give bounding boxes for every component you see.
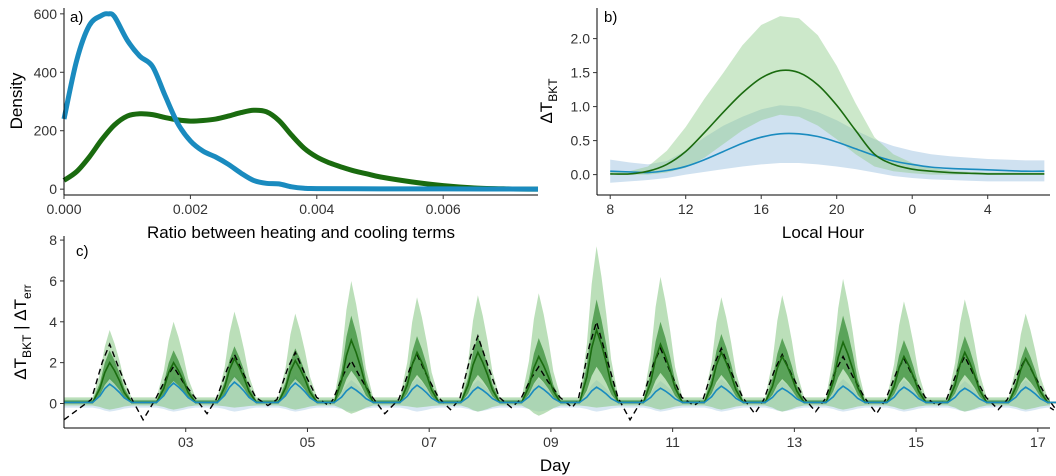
x-tick-label: 0.000 bbox=[46, 201, 81, 217]
panel-c-y-axis-title-sub: BKT bbox=[20, 334, 34, 358]
y-tick-label: 0 bbox=[49, 395, 57, 411]
y-tick-label: 1.5 bbox=[571, 65, 591, 81]
panel-a-y-axis-title: Density bbox=[7, 72, 26, 129]
x-tick-label: 07 bbox=[421, 434, 437, 450]
panel-b-y-axis-title-main: ΔT bbox=[537, 102, 556, 124]
y-tick-label: 1.0 bbox=[571, 99, 591, 115]
panel-a-density-chart: 0.000 0.002 0.004 0.006 0 200 400 600 a) Ratio … bbox=[7, 6, 539, 242]
confidence-band bbox=[610, 105, 1045, 183]
panel-a-ticks: 0.000 0.002 0.004 0.006 0 200 400 600 bbox=[34, 6, 461, 217]
x-tick-label: 03 bbox=[178, 434, 194, 450]
y-tick-label: 0.5 bbox=[571, 133, 591, 149]
panel-b-marks bbox=[610, 16, 1045, 183]
mean-series-line bbox=[610, 132, 1045, 174]
mean-series-line bbox=[610, 69, 1045, 175]
y-tick-label: 6 bbox=[49, 273, 57, 289]
y-tick-label: 4 bbox=[49, 314, 57, 330]
panel-c-ticks: 03 05 07 09 11 13 15 17 0 2 4 6 8 bbox=[49, 232, 1046, 450]
x-tick-label: 05 bbox=[300, 434, 316, 450]
panel-c-y-axis-title-main: ΔT bbox=[11, 358, 30, 380]
x-tick-label: 0.004 bbox=[299, 201, 334, 217]
y-tick-label: 200 bbox=[34, 123, 58, 139]
x-tick-label: 8 bbox=[606, 201, 614, 217]
y-tick-label: 0 bbox=[49, 181, 57, 197]
green-outer-band bbox=[64, 246, 1056, 416]
density-series-line bbox=[61, 11, 539, 192]
x-tick-label: 0.002 bbox=[173, 201, 208, 217]
x-tick-label: 09 bbox=[543, 434, 559, 450]
panel-c-y-axis-title-sub2: err bbox=[20, 284, 34, 299]
panel-b-ticks: 8 12 16 20 0 4 0.0 0.5 1.0 1.5 2.0 bbox=[571, 31, 992, 217]
x-tick-label: 4 bbox=[984, 201, 992, 217]
y-tick-label: 2.0 bbox=[571, 31, 591, 47]
panel-c-tag: c) bbox=[76, 243, 89, 260]
observed-error-dashed-line bbox=[63, 319, 1056, 422]
x-tick-label: 20 bbox=[829, 201, 845, 217]
y-tick-label: 400 bbox=[34, 64, 58, 80]
x-tick-label: 17 bbox=[1030, 434, 1046, 450]
x-tick-label: 16 bbox=[753, 201, 769, 217]
panel-c-marks bbox=[63, 246, 1056, 422]
panel-b-y-axis-title-sub: BKT bbox=[546, 78, 560, 102]
panel-a-marks bbox=[61, 11, 539, 192]
panel-b-x-axis-title: Local Hour bbox=[782, 223, 865, 242]
x-tick-label: 15 bbox=[908, 434, 924, 450]
panel-b-y-axis-title: ΔTBKT bbox=[537, 78, 560, 124]
blue-mean-line bbox=[64, 380, 1056, 404]
y-tick-label: 0.0 bbox=[571, 167, 591, 183]
panel-b-tag: b) bbox=[604, 9, 617, 26]
x-tick-label: 0 bbox=[908, 201, 916, 217]
panel-c-y-axis-title-mid: | ΔT bbox=[11, 299, 30, 335]
y-tick-label: 600 bbox=[34, 6, 58, 22]
y-tick-label: 8 bbox=[49, 232, 57, 248]
panel-a-x-axis-title: Ratio between heating and cooling terms bbox=[147, 223, 455, 242]
x-tick-label: 13 bbox=[787, 434, 803, 450]
x-tick-label: 0.006 bbox=[426, 201, 461, 217]
panel-c-x-axis-title: Day bbox=[540, 456, 571, 475]
panel-c-timeseries-chart: 03 05 07 09 11 13 15 17 0 2 4 6 8 c) Day ΔTBKT | ΔTe… bbox=[11, 232, 1056, 475]
panel-b-diurnal-chart: 8 12 16 20 0 4 0.0 0.5 1.0 1.5 2.0 b) Local Hour Δ… bbox=[537, 8, 1050, 242]
density-series-line bbox=[62, 107, 539, 192]
green-inner-band bbox=[64, 299, 1056, 404]
x-tick-label: 11 bbox=[665, 434, 680, 450]
panel-c-y-axis-title: ΔTBKT | ΔTerr bbox=[11, 284, 34, 379]
panel-a-tag: a) bbox=[70, 9, 83, 26]
x-tick-label: 12 bbox=[678, 201, 694, 217]
y-tick-label: 2 bbox=[49, 355, 57, 371]
